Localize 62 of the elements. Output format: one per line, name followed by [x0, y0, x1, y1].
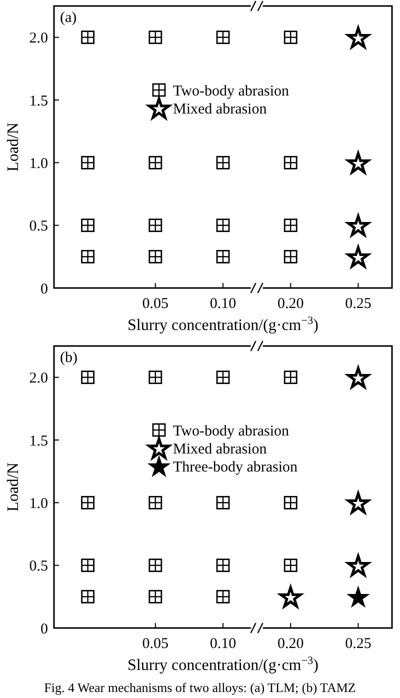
point [216, 156, 230, 170]
x-tick-label: 0.05 [142, 296, 169, 312]
point [216, 558, 230, 572]
legend-label: Two-body abrasion [173, 423, 290, 440]
x-axis-title: Slurry concentration/(g·cm$^{−3}$) [128, 655, 318, 674]
point [81, 218, 94, 232]
point [216, 250, 230, 264]
x-tick-label: 0.10 [210, 636, 236, 652]
legend-label: Mixed abrasion [173, 101, 268, 118]
point [284, 558, 298, 572]
point [81, 250, 94, 264]
point [81, 156, 94, 170]
point [148, 156, 162, 170]
point [81, 558, 94, 572]
x-tick-label: 0.05 [142, 636, 169, 652]
legend-label: Mixed abrasion [173, 441, 268, 458]
legend-label: Three-body abrasion [173, 459, 298, 476]
y-tick-label: 1.5 [29, 433, 48, 450]
point [81, 496, 94, 510]
point [284, 496, 298, 510]
point [284, 250, 298, 264]
point [81, 590, 94, 604]
point [346, 586, 370, 608]
y-tick-label: 2.0 [29, 370, 48, 387]
point [148, 250, 162, 264]
x-axis-title: Slurry concentration/(g·cm$^{−3}$) [128, 315, 318, 334]
y-tick-label: 2.0 [29, 30, 48, 47]
caption: Fig. 4 Wear mechanisms of two alloys: (a) TLM; (b) TAMZ [44, 680, 356, 695]
x-tick-label: 0.10 [210, 296, 236, 312]
y-tick-label: 0.5 [29, 218, 48, 235]
point [216, 370, 230, 384]
y-tick-label: 0 [40, 281, 48, 298]
point [216, 218, 230, 232]
y-tick-label: 0.5 [29, 558, 48, 575]
point [216, 30, 230, 44]
point [284, 30, 298, 44]
y-tick-label: 1.0 [29, 156, 48, 172]
y-tick-label: 1.5 [29, 93, 48, 110]
point [81, 370, 94, 384]
point [148, 370, 162, 384]
point [216, 496, 230, 510]
y-tick-label: 1.0 [29, 496, 48, 512]
point [284, 156, 298, 170]
legend-label: Two-body abrasion [173, 83, 290, 100]
point [148, 590, 162, 604]
point [148, 558, 162, 572]
point [216, 590, 230, 604]
point [81, 30, 94, 44]
x-tick-label: 0.25 [345, 296, 372, 312]
x-tick-label: 0.25 [345, 636, 372, 652]
point [148, 30, 162, 44]
point [148, 496, 162, 510]
y-tick-label: 0 [40, 621, 48, 638]
y-axis-title: Load/N [5, 122, 22, 172]
chart-title: (a) [60, 10, 77, 26]
point [284, 370, 298, 384]
point [284, 218, 298, 232]
chart-title: (b) [60, 350, 78, 366]
x-tick-label: 0.20 [277, 636, 304, 652]
x-tick-label: 0.20 [277, 296, 304, 312]
y-axis-title: Load/N [5, 462, 22, 512]
point [148, 218, 162, 232]
